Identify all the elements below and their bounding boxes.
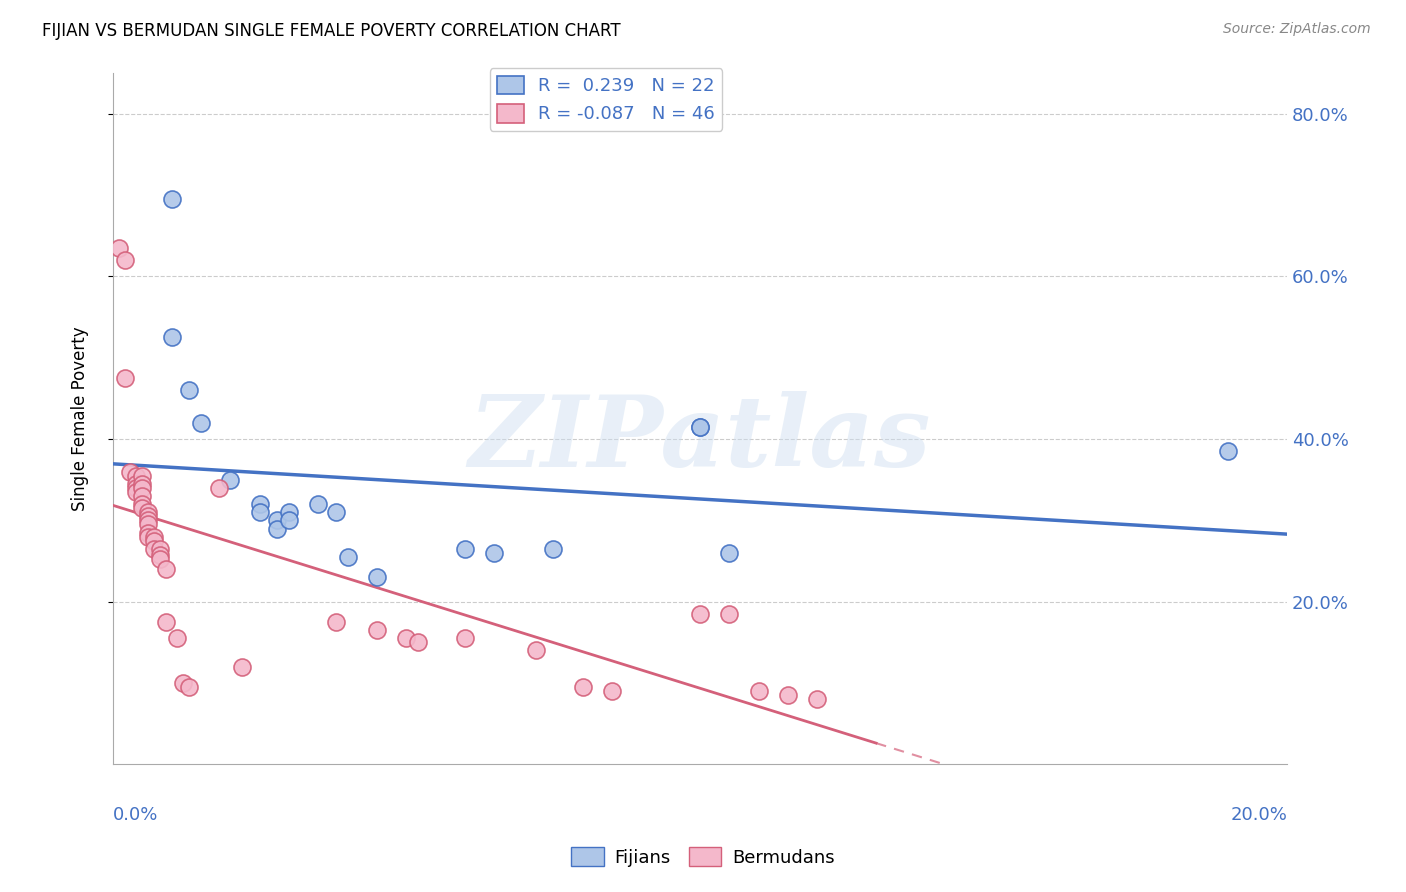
Point bbox=[806, 692, 828, 706]
Point bbox=[718, 607, 741, 621]
Point bbox=[114, 371, 136, 385]
Point bbox=[395, 632, 418, 646]
Point bbox=[136, 525, 159, 540]
Point bbox=[336, 549, 359, 564]
Point bbox=[114, 253, 136, 268]
Text: 20.0%: 20.0% bbox=[1230, 805, 1286, 823]
Point bbox=[571, 680, 593, 694]
Point bbox=[266, 521, 288, 535]
Point bbox=[131, 476, 153, 491]
Legend: Fijians, Bermudans: Fijians, Bermudans bbox=[564, 840, 842, 874]
Point bbox=[149, 552, 172, 566]
Point bbox=[249, 505, 271, 519]
Point bbox=[131, 489, 153, 503]
Point bbox=[231, 659, 253, 673]
Point bbox=[166, 632, 188, 646]
Point bbox=[454, 632, 477, 646]
Point bbox=[454, 541, 477, 556]
Point bbox=[689, 420, 711, 434]
Point bbox=[179, 384, 201, 398]
Point bbox=[120, 465, 142, 479]
Point bbox=[125, 481, 148, 495]
Point bbox=[307, 497, 329, 511]
Point bbox=[149, 548, 172, 562]
Legend: R =  0.239   N = 22, R = -0.087   N = 46: R = 0.239 N = 22, R = -0.087 N = 46 bbox=[489, 69, 723, 130]
Point bbox=[689, 607, 711, 621]
Point bbox=[278, 505, 301, 519]
Point bbox=[142, 541, 165, 556]
Point bbox=[142, 530, 165, 544]
Point bbox=[718, 546, 741, 560]
Point bbox=[179, 680, 201, 694]
Point bbox=[325, 615, 347, 629]
Text: FIJIAN VS BERMUDAN SINGLE FEMALE POVERTY CORRELATION CHART: FIJIAN VS BERMUDAN SINGLE FEMALE POVERTY… bbox=[42, 22, 621, 40]
Point bbox=[266, 513, 288, 527]
Point bbox=[325, 505, 347, 519]
Point bbox=[366, 623, 388, 637]
Point bbox=[541, 541, 564, 556]
Point bbox=[155, 562, 177, 576]
Point bbox=[524, 643, 547, 657]
Point bbox=[278, 513, 301, 527]
Point bbox=[125, 484, 148, 499]
Text: 0.0%: 0.0% bbox=[112, 805, 159, 823]
Point bbox=[484, 546, 506, 560]
Point bbox=[689, 420, 711, 434]
Point bbox=[136, 530, 159, 544]
Point bbox=[125, 468, 148, 483]
Point bbox=[366, 570, 388, 584]
Point bbox=[172, 676, 194, 690]
Point bbox=[131, 501, 153, 516]
Point bbox=[136, 513, 159, 527]
Point bbox=[1218, 444, 1240, 458]
Point bbox=[160, 192, 183, 206]
Point bbox=[136, 505, 159, 519]
Point bbox=[600, 684, 623, 698]
Point bbox=[149, 541, 172, 556]
Point bbox=[207, 481, 229, 495]
Point bbox=[142, 533, 165, 548]
Point bbox=[219, 473, 242, 487]
Text: Source: ZipAtlas.com: Source: ZipAtlas.com bbox=[1223, 22, 1371, 37]
Text: ZIPatlas: ZIPatlas bbox=[468, 392, 931, 488]
Point bbox=[131, 497, 153, 511]
Point bbox=[107, 241, 129, 255]
Point bbox=[249, 497, 271, 511]
Point bbox=[776, 688, 799, 702]
Point bbox=[125, 476, 148, 491]
Point bbox=[136, 517, 159, 532]
Point bbox=[748, 684, 770, 698]
Point bbox=[131, 481, 153, 495]
Point bbox=[131, 468, 153, 483]
Point bbox=[190, 416, 212, 430]
Point bbox=[160, 330, 183, 344]
Y-axis label: Single Female Poverty: Single Female Poverty bbox=[72, 326, 89, 511]
Point bbox=[155, 615, 177, 629]
Point bbox=[136, 509, 159, 524]
Point bbox=[406, 635, 429, 649]
